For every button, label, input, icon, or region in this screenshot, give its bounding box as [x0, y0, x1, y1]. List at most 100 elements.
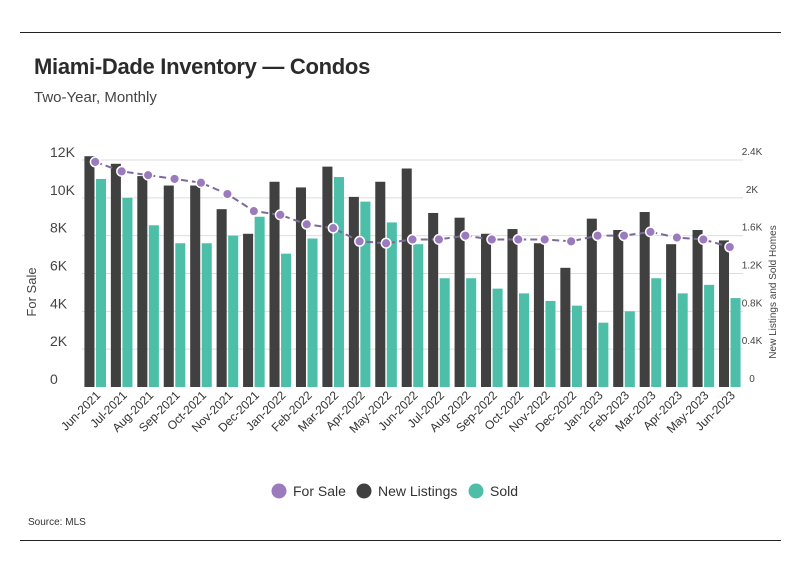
legend-label: Sold — [490, 483, 518, 499]
right-tick-label: 0 — [749, 374, 755, 385]
bar-new-listings — [718, 240, 730, 387]
bar-sold — [413, 244, 424, 387]
bars-group — [84, 156, 741, 387]
bar-new-listings — [507, 229, 518, 387]
bar-new-listings — [190, 185, 201, 387]
bar-sold — [386, 222, 397, 387]
for-sale-point — [380, 237, 392, 249]
bar-sold — [704, 284, 715, 387]
left-tick-label: 4K — [50, 295, 68, 311]
legend: For Sale New Listings Sold — [271, 483, 518, 499]
for-sale-point — [486, 233, 498, 245]
bar-new-listings — [375, 181, 386, 387]
bar-new-listings — [401, 168, 412, 387]
right-axis-title: New Listings and Sold Homes — [768, 225, 779, 358]
bar-sold — [360, 201, 371, 387]
bar-new-listings — [639, 212, 650, 387]
for-sale-point — [327, 222, 339, 234]
source-note: Source: MLS — [28, 517, 86, 528]
bar-new-listings — [533, 243, 544, 387]
bar-new-listings — [243, 233, 254, 387]
right-tick-label: 0.8K — [742, 298, 763, 309]
left-tick-label: 2K — [50, 333, 68, 349]
bar-sold — [730, 298, 741, 387]
for-sale-point — [565, 235, 577, 247]
bar-new-listings — [481, 233, 492, 387]
bar-sold — [624, 311, 635, 387]
for-sale-point — [592, 230, 604, 242]
bar-sold — [571, 305, 582, 387]
chart-subtitle: Two-Year, Monthly — [34, 89, 157, 106]
left-axis-ticks: 0 2K 4K 6K 8K 10K 12K — [50, 144, 76, 387]
right-tick-label: 0.4K — [742, 336, 763, 347]
bar-sold — [307, 238, 318, 387]
bar-sold — [651, 278, 662, 387]
bar-sold — [333, 177, 344, 387]
legend-label: For Sale — [293, 483, 346, 499]
right-tick-label: 2.4K — [742, 147, 763, 158]
bar-sold — [598, 322, 609, 387]
left-tick-label: 0 — [50, 371, 58, 387]
left-tick-label: 10K — [50, 182, 76, 198]
legend-label: New Listings — [378, 483, 457, 499]
bar-new-listings — [348, 196, 359, 387]
right-tick-label: 2K — [746, 185, 759, 196]
for-sale-point — [195, 177, 207, 189]
left-tick-label: 6K — [50, 258, 68, 274]
for-sale-point — [142, 169, 154, 181]
bar-sold — [175, 243, 186, 387]
legend-swatch — [468, 483, 484, 499]
bar-sold — [492, 288, 503, 387]
for-sale-point — [221, 188, 233, 200]
bar-sold — [281, 253, 292, 387]
bar-new-listings — [137, 176, 148, 387]
left-tick-label: 8K — [50, 220, 68, 236]
for-sale-point — [618, 230, 630, 242]
top-rule — [20, 32, 781, 33]
for-sale-point — [512, 233, 524, 245]
bar-new-listings — [216, 209, 227, 387]
bar-new-listings — [692, 229, 703, 387]
bar-sold — [677, 293, 688, 387]
bar-new-listings — [560, 267, 571, 387]
bar-new-listings — [586, 218, 597, 387]
bar-sold — [519, 293, 530, 387]
for-sale-point — [433, 233, 445, 245]
bar-sold — [122, 197, 133, 387]
bottom-rule — [20, 540, 781, 541]
for-sale-point — [116, 165, 128, 177]
bar-sold — [95, 178, 107, 387]
bar-new-listings — [269, 181, 280, 387]
bar-new-listings — [428, 212, 439, 387]
bar-new-listings — [84, 156, 95, 387]
bar-new-listings — [295, 187, 306, 387]
left-tick-label: 12K — [50, 144, 76, 160]
bar-new-listings — [163, 185, 174, 387]
bar-sold — [201, 243, 212, 387]
right-axis-ticks: 0 0.4K 0.8K 1.2K 1.6K 2K 2.4K — [742, 147, 763, 385]
for-sale-point — [248, 205, 260, 217]
bar-new-listings — [454, 217, 465, 387]
for-sale-point — [89, 156, 101, 168]
right-tick-label: 1.6K — [742, 223, 763, 234]
for-sale-point — [539, 233, 551, 245]
for-sale-point — [724, 241, 736, 253]
for-sale-point — [644, 226, 657, 238]
for-sale-point — [406, 233, 419, 245]
bar-sold — [228, 235, 239, 387]
for-sale-point — [274, 209, 286, 221]
right-tick-label: 1.2K — [742, 261, 763, 272]
for-sale-point — [459, 230, 471, 242]
for-sale-point — [168, 173, 181, 185]
x-axis-labels: Jun-2021Jul-2021Aug-2021Sep-2021Oct-2021… — [58, 388, 738, 436]
bar-sold — [466, 278, 477, 387]
for-sale-point — [354, 235, 366, 247]
bar-sold — [545, 300, 556, 387]
for-sale-point — [671, 232, 683, 244]
bar-sold — [439, 278, 450, 387]
bar-sold — [148, 225, 159, 387]
legend-swatch — [271, 483, 287, 499]
legend-swatch — [356, 483, 372, 499]
bar-new-listings — [666, 244, 677, 387]
